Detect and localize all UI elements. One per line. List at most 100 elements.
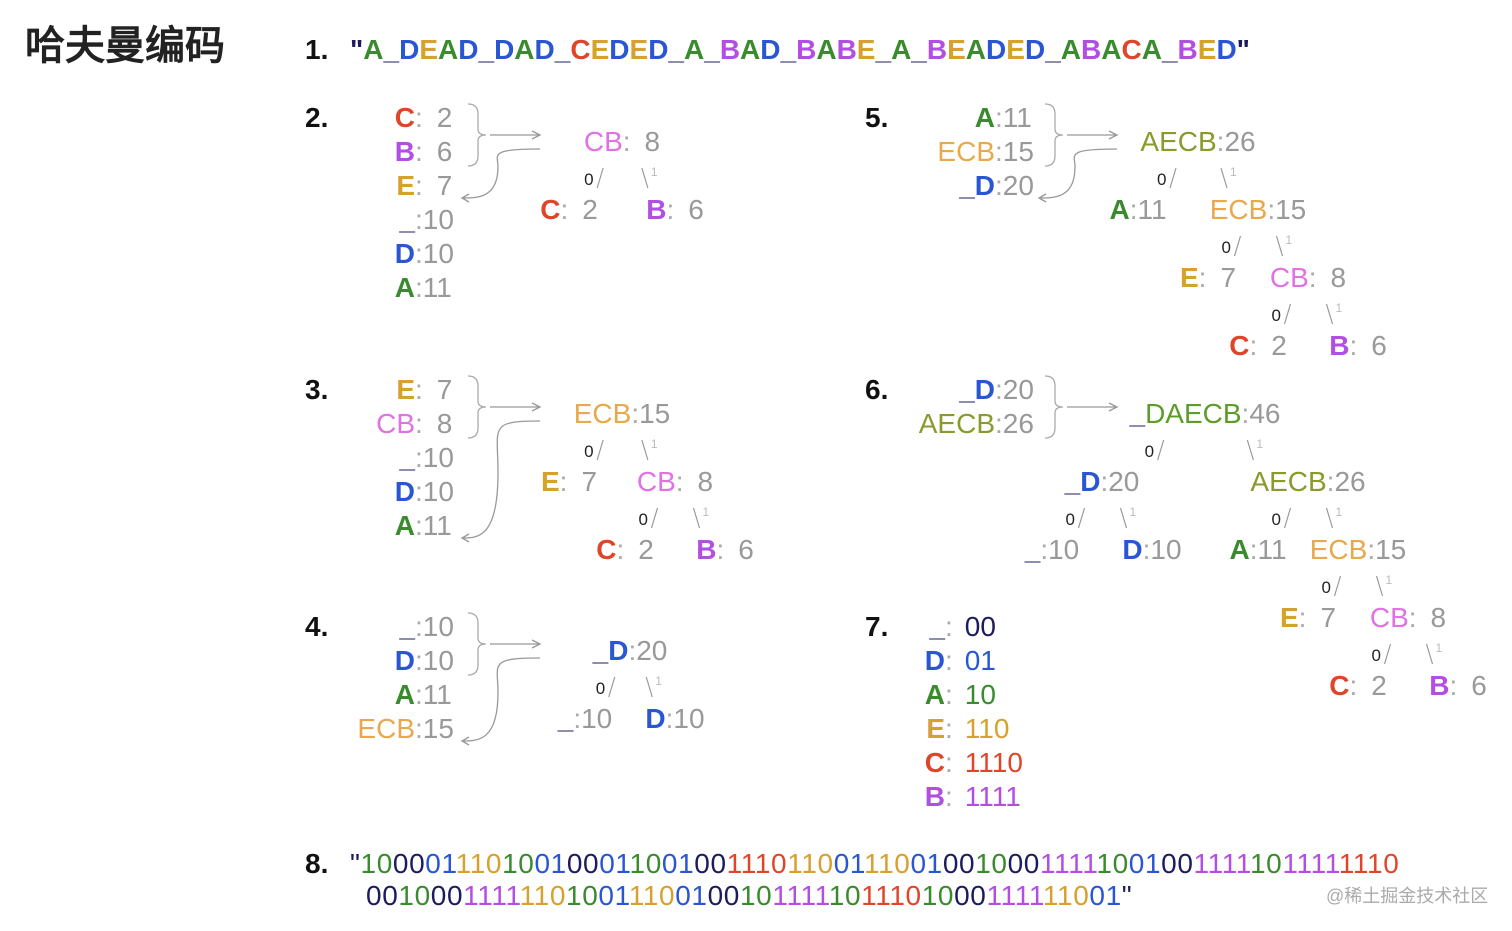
bit: 1 [360,848,377,879]
bit: 0 [844,880,862,911]
bit: 0 [583,848,600,879]
tree-node: C: 2 [540,194,598,226]
bit: 0 [645,848,662,879]
node-symbol: AECB [1250,466,1326,497]
step-number: 1. [305,34,329,65]
tree-node: _D:20 [593,635,668,667]
node-count: 10 [673,703,705,734]
node-count: 10 [581,703,613,734]
separator: : [716,534,725,565]
bit: 1 [1282,848,1297,879]
separator: : [1198,262,1207,293]
glyph: E [396,374,415,405]
list-count: 10 [422,238,454,269]
glyph: B [394,136,415,167]
glyph: _ [1064,466,1081,497]
list-count: 15 [422,713,454,744]
edge-label-0: 0 [596,679,605,698]
bit: 1 [1235,848,1250,879]
separator: : [622,126,631,157]
separator: : [995,136,1003,167]
glyph: B [924,781,945,812]
list-symbol: D [215,645,415,677]
step-number: 8. [305,848,329,879]
edge-left [1383,643,1392,665]
brace [467,612,487,676]
list-symbol: ECB [795,136,995,168]
bit: 0 [1073,880,1090,911]
bit: 0 [1161,848,1178,879]
node-symbol: B [646,194,666,225]
glyph: C [1329,670,1350,701]
glyph: B [1177,34,1198,65]
bit: 0 [414,880,431,911]
return-arrow [460,420,541,543]
separator: : [995,170,1003,201]
glyph: D [394,238,415,269]
node-count: 15 [1275,194,1307,225]
bit: 0 [1266,848,1283,879]
code-symbol: E [745,713,945,745]
bit: 1 [455,848,470,879]
node-symbol: CB [637,466,676,497]
edge-right [1325,303,1334,325]
glyph: D [534,34,555,65]
edge-left [1333,575,1342,597]
code-symbol: D [745,645,945,677]
brace [467,375,487,439]
glyph: B [1329,330,1350,361]
node-count: 2 [582,194,598,225]
edge-label-1: 1 [1286,233,1293,247]
tree-node: D:10 [1122,534,1181,566]
glyph: B [719,34,741,65]
list-symbol: D [215,238,415,270]
glyph: E [947,34,966,65]
glyph: _ [1129,398,1146,429]
node-symbol: A [1229,534,1249,565]
glyph: C [924,747,945,778]
bit: 1 [1367,848,1384,879]
glyph: _ [399,442,415,473]
bit: 1 [1057,880,1074,911]
edge-label-1: 1 [1256,437,1263,451]
glyph: AECB [1140,126,1217,157]
code: 00 [964,611,996,642]
glyph: CB [636,466,676,497]
list-count: 11 [1002,102,1032,133]
separator: : [415,374,423,405]
node-symbol: E [1180,262,1199,293]
node-symbol: CB [584,126,623,157]
tree-node: ECB:15 [1210,194,1307,226]
edge-label-0: 0 [1222,238,1231,257]
node-symbol: B [1429,670,1449,701]
bit: 0 [382,880,399,911]
list-count-row: :10 [415,611,454,643]
glyph: B [1081,34,1102,65]
node-count: 11 [1257,534,1287,565]
edge-right [1425,643,1434,665]
glyph: B [926,34,948,65]
glyph: A [1141,34,1162,65]
tree-node: E: 7 [1280,602,1336,634]
step-number: 5. [865,102,889,133]
edge-left [596,167,604,189]
glyph: _ [554,34,571,65]
glyph: _ [704,34,720,65]
edge-right [641,167,649,189]
bit: 1 [889,880,906,911]
edge-label-1: 1 [655,674,662,688]
separator: : [665,703,674,734]
separator: : [415,611,423,642]
bit: 1 [786,880,801,911]
glyph: DAECB [1145,398,1242,429]
glyph: " [1236,34,1250,65]
bit: 1 [614,880,629,911]
glyph: E [1279,602,1299,633]
bit: 1 [1310,848,1325,879]
bit: 0 [485,848,503,879]
separator: : [628,635,637,666]
bit: 0 [376,848,393,879]
bit: 0 [970,880,987,911]
list-symbol: _ [215,611,415,643]
